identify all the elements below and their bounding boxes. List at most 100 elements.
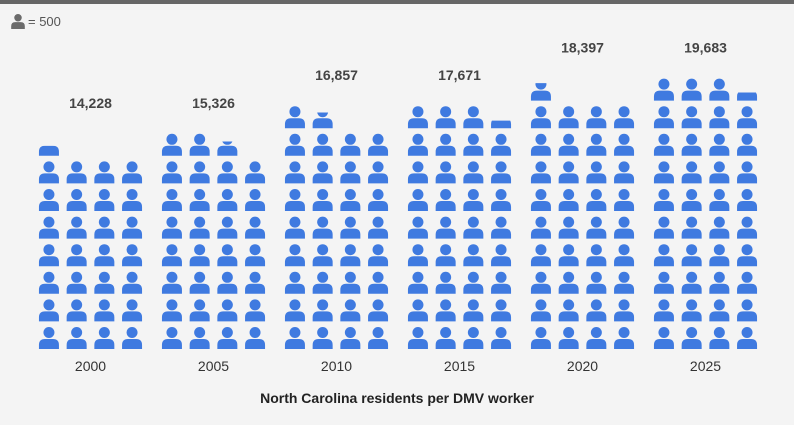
person-icon [463, 161, 484, 184]
x-axis-title: North Carolina residents per DMV worker [260, 390, 534, 406]
value-label: 18,397 [561, 40, 604, 56]
value-label: 15,326 [192, 95, 235, 111]
person-icon [737, 244, 758, 267]
person-icon [709, 216, 730, 239]
person-icon [407, 216, 428, 239]
person-icon [312, 244, 333, 267]
person-icon [530, 106, 551, 129]
top-bar [0, 0, 794, 4]
person-icon [312, 112, 333, 129]
person-icon [737, 106, 758, 129]
person-icon [245, 299, 266, 322]
person-icon [407, 189, 428, 211]
person-icon [558, 189, 579, 211]
person-icon [681, 78, 702, 101]
person-icon [653, 244, 674, 267]
person-icon [614, 299, 635, 322]
person-icon [407, 106, 428, 129]
person-icon [681, 299, 702, 322]
person-icon [614, 216, 635, 239]
person-icon [586, 271, 607, 294]
person-icon [586, 327, 607, 349]
person-icon [681, 106, 702, 129]
x-tick-label: 2000 [75, 358, 106, 374]
person-icon [491, 120, 512, 129]
person-icon [66, 189, 87, 211]
person-icon [530, 133, 551, 156]
pictogram-group-2025: 19,683 2025 [653, 40, 758, 374]
person-icon [558, 244, 579, 267]
person-icon [463, 244, 484, 267]
person-icon [491, 299, 512, 322]
pictogram-group-2010: 16,857 2010 [284, 67, 389, 374]
person-icon [653, 271, 674, 294]
person-icon [530, 83, 551, 101]
person-icon [340, 271, 361, 294]
value-label: 14,228 [69, 95, 112, 111]
person-icon [463, 133, 484, 156]
person-icon [614, 244, 635, 267]
person-icon [709, 78, 730, 101]
person-icon [312, 216, 333, 239]
person-icon [653, 161, 674, 184]
person-icon [586, 106, 607, 129]
person-icon [368, 271, 389, 294]
person-icon [737, 161, 758, 184]
person-icon [491, 271, 512, 294]
person-icon [312, 133, 333, 156]
person-icon [435, 133, 456, 156]
person-icon [491, 161, 512, 184]
person-icon [161, 133, 182, 156]
x-tick-label: 2015 [444, 358, 475, 374]
x-tick-label: 2005 [198, 358, 229, 374]
person-icon [491, 133, 512, 156]
person-icon [491, 244, 512, 267]
person-icon [122, 299, 143, 322]
person-icon [66, 327, 87, 349]
person-icon [530, 327, 551, 349]
person-icon [491, 216, 512, 239]
person-icon [38, 216, 59, 239]
person-icon [38, 299, 59, 322]
person-icon [653, 133, 674, 156]
person-icon [189, 327, 210, 349]
person-icon [284, 271, 305, 294]
person-icon [94, 244, 115, 267]
person-icon [340, 161, 361, 184]
person-icon [586, 161, 607, 184]
person-icon [530, 271, 551, 294]
person-icon [38, 161, 59, 184]
person-icon [161, 271, 182, 294]
person-icon [737, 327, 758, 349]
person-icon [38, 145, 59, 156]
person-icon [284, 106, 305, 129]
person-icon [407, 244, 428, 267]
person-icon [312, 189, 333, 211]
person-icon [94, 161, 115, 184]
person-icon [340, 189, 361, 211]
person-icon [530, 189, 551, 211]
person-icon [737, 299, 758, 322]
person-icon [407, 299, 428, 322]
person-icon [368, 189, 389, 211]
person-icon [340, 244, 361, 267]
person-icon [586, 189, 607, 211]
person-icon [217, 244, 238, 267]
person-icon [435, 189, 456, 211]
person-icon [463, 327, 484, 349]
x-tick-label: 2025 [690, 358, 721, 374]
person-icon [66, 161, 87, 184]
person-icon [312, 271, 333, 294]
person-icon [586, 133, 607, 156]
person-icon [122, 161, 143, 184]
person-icon [681, 189, 702, 211]
legend: = 500 [11, 14, 61, 29]
person-icon [94, 327, 115, 349]
person-icon [681, 216, 702, 239]
value-label: 16,857 [315, 67, 358, 83]
person-icon [368, 216, 389, 239]
person-icon [530, 216, 551, 239]
person-icon [709, 133, 730, 156]
person-icon [217, 216, 238, 239]
